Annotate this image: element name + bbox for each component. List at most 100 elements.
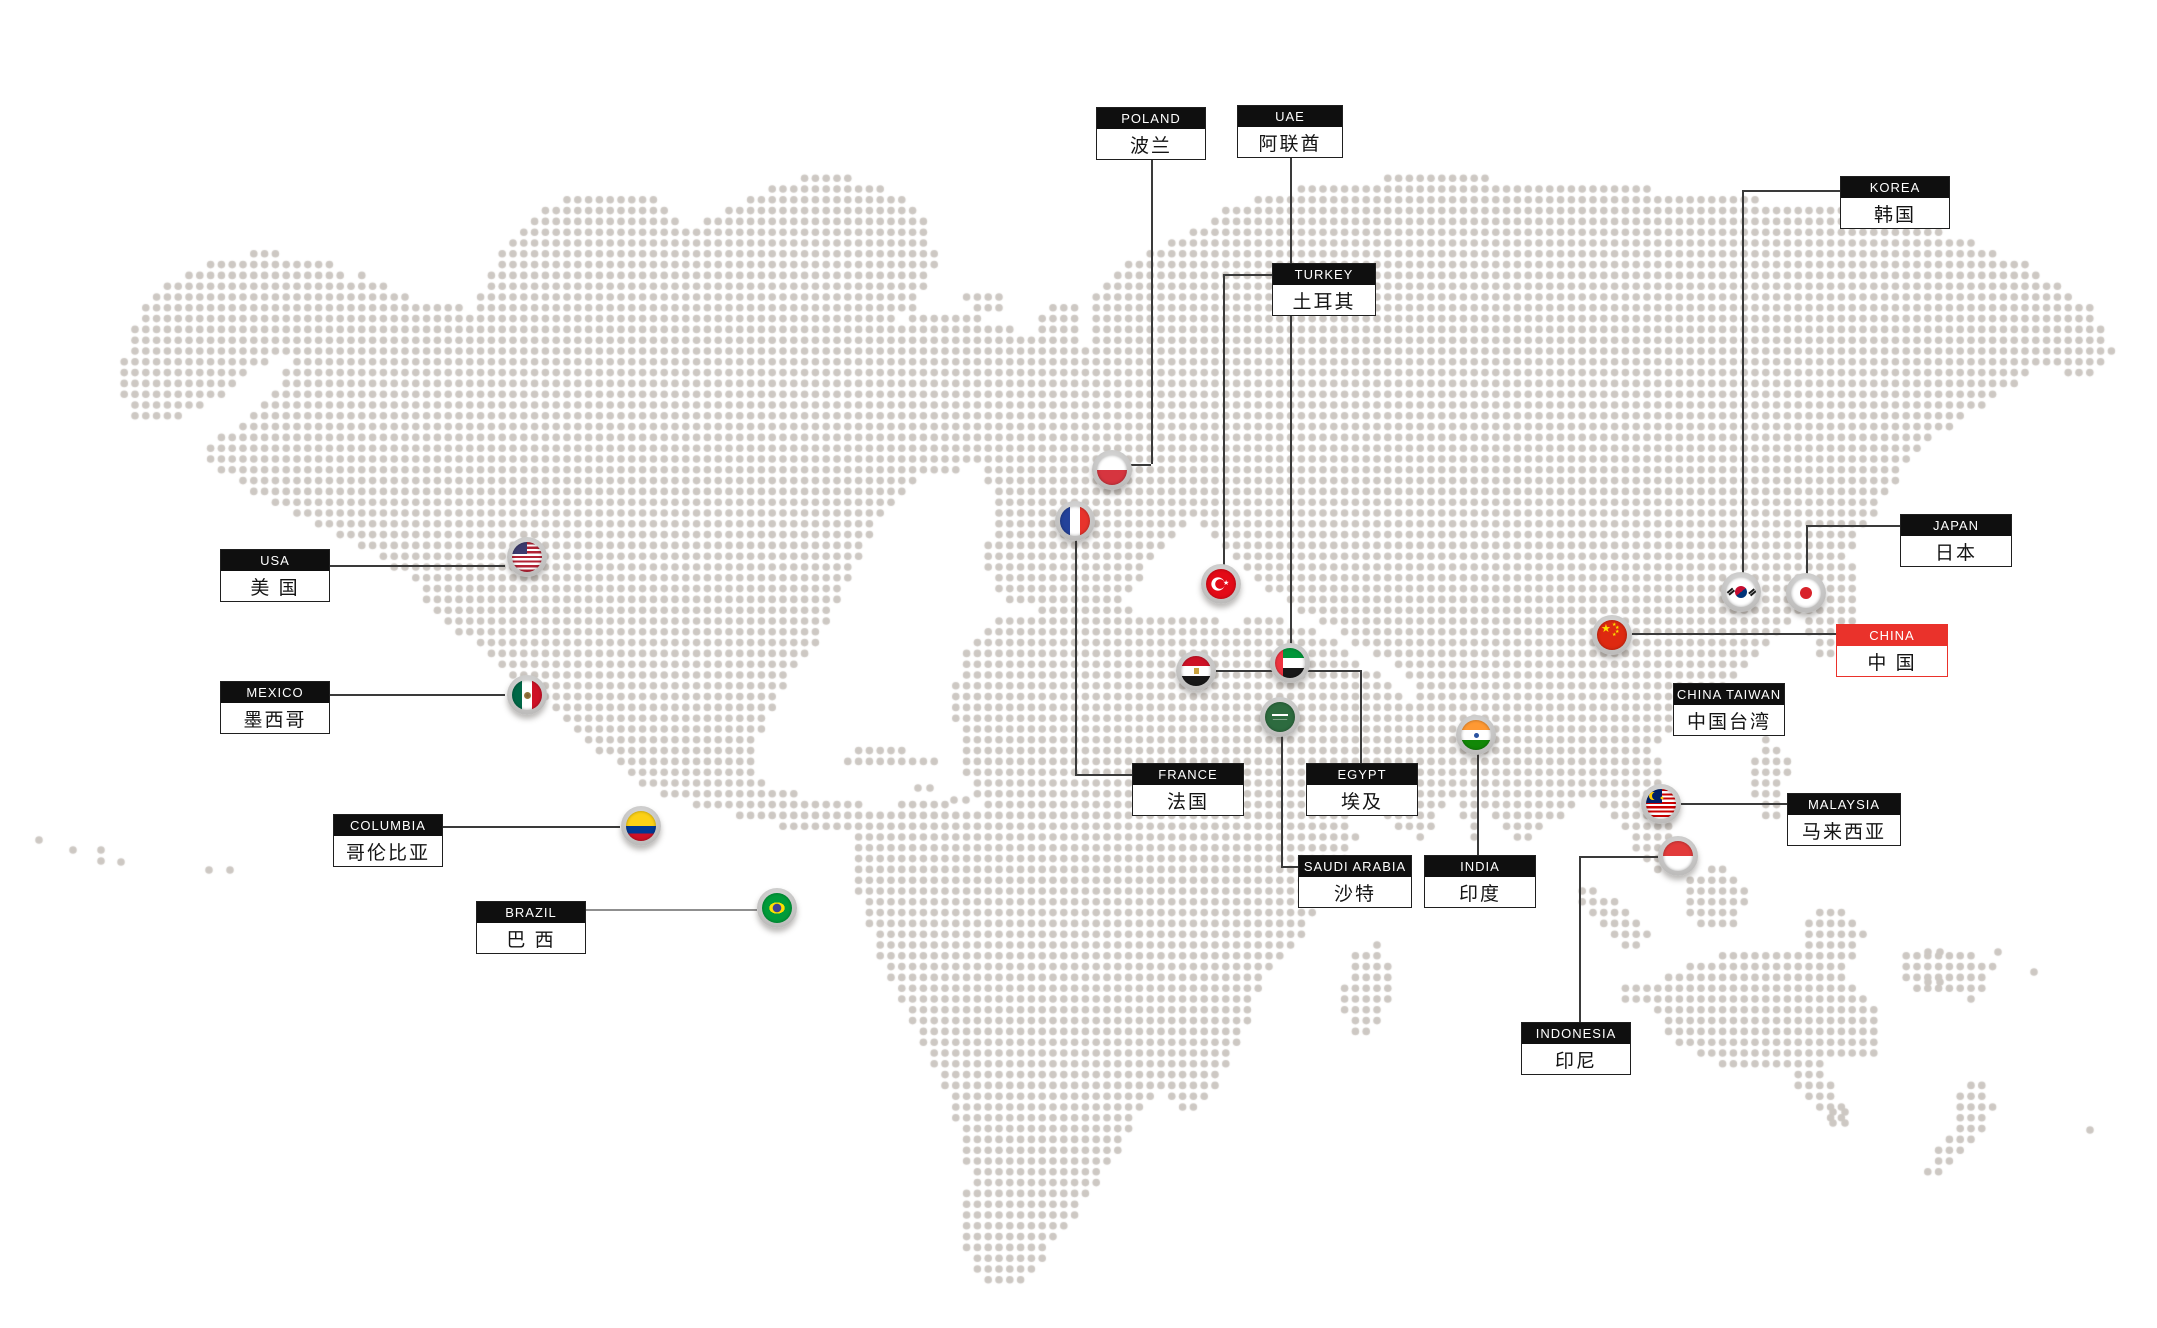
france-flag-icon xyxy=(1060,506,1090,536)
flag-pin-france xyxy=(1055,501,1095,541)
flag-pin-india xyxy=(1456,715,1496,755)
connector-line-japan xyxy=(1806,525,1900,527)
saudi-arabia-flag-icon xyxy=(1265,702,1295,732)
country-name-zh: 埃及 xyxy=(1340,791,1383,813)
brazil-flag-icon xyxy=(762,893,792,923)
flag-pin-usa xyxy=(507,537,547,577)
connector-line-poland xyxy=(1131,464,1151,466)
usa-flag-icon xyxy=(512,542,542,572)
connector-line-brazil xyxy=(586,909,757,911)
country-name-en: UAE xyxy=(1238,106,1342,127)
country-label-columbia: COLUMBIA 哥伦比亚 xyxy=(333,814,443,867)
country-label-turkey: TURKEY 土耳其 xyxy=(1272,263,1376,316)
country-name-en: CHINA TAIWAN xyxy=(1674,684,1784,705)
columbia-flag-icon xyxy=(626,811,656,841)
country-name-zh: 韩国 xyxy=(1873,204,1916,226)
country-name-zh: 巴 西 xyxy=(506,929,556,951)
country-label-china-taiwan: CHINA TAIWAN 中国台湾 xyxy=(1673,683,1785,736)
country-name-en: EGYPT xyxy=(1307,764,1417,785)
flag-pin-columbia xyxy=(621,806,661,846)
egypt-flag-icon xyxy=(1181,656,1211,686)
korea-flag-icon xyxy=(1726,577,1756,607)
connector-line-france xyxy=(1075,539,1077,774)
connector-line-saudi-arabia xyxy=(1281,866,1298,868)
country-label-korea: KOREA 韩国 xyxy=(1840,176,1950,229)
connector-line-indonesia xyxy=(1579,856,1658,858)
connector-line-france xyxy=(1075,774,1132,776)
country-name-zh: 土耳其 xyxy=(1292,291,1356,313)
country-name-zh: 中 国 xyxy=(1867,652,1917,674)
turkey-flag-icon xyxy=(1206,569,1236,599)
country-label-usa: USA 美 国 xyxy=(220,549,330,602)
flag-pin-uae xyxy=(1270,643,1310,683)
country-name-en: CHINA xyxy=(1837,625,1947,646)
connector-line-uae xyxy=(1290,158,1292,646)
country-label-japan: JAPAN 日本 xyxy=(1900,514,2012,567)
country-label-india: INDIA 印度 xyxy=(1424,855,1536,908)
connector-line-saudi-arabia xyxy=(1281,735,1283,866)
country-name-zh: 法国 xyxy=(1166,791,1209,813)
connector-line-mexico xyxy=(330,694,505,696)
country-name-en: TURKEY xyxy=(1273,264,1375,285)
flag-pin-indonesia xyxy=(1658,836,1698,876)
country-label-malaysia: MALAYSIA 马来西亚 xyxy=(1787,793,1901,846)
country-name-en: KOREA xyxy=(1841,177,1949,198)
connector-line-india xyxy=(1477,753,1479,855)
country-label-indonesia: INDONESIA 印尼 xyxy=(1521,1022,1631,1075)
flag-pin-korea xyxy=(1721,572,1761,612)
malaysia-flag-icon xyxy=(1646,789,1676,819)
connector-line-korea xyxy=(1742,190,1744,574)
country-name-zh: 阿联酋 xyxy=(1258,133,1322,155)
flag-pin-egypt xyxy=(1176,651,1216,691)
uae-flag-icon xyxy=(1275,648,1305,678)
connector-line-columbia xyxy=(443,826,620,828)
indonesia-flag-icon xyxy=(1663,841,1693,871)
china-flag-icon xyxy=(1597,620,1627,650)
country-name-en: JAPAN xyxy=(1901,515,2011,536)
country-label-china: CHINA 中 国 xyxy=(1836,624,1948,677)
country-label-saudi-arabia: SAUDI ARABIA 沙特 xyxy=(1298,855,1412,908)
country-label-uae: UAE 阿联酋 xyxy=(1237,105,1343,158)
india-flag-icon xyxy=(1461,720,1491,750)
flag-pin-malaysia xyxy=(1641,784,1681,824)
country-name-en: FRANCE xyxy=(1133,764,1243,785)
connector-line-china xyxy=(1632,633,1836,635)
flag-pin-china xyxy=(1592,615,1632,655)
connector-line-korea xyxy=(1742,190,1840,192)
japan-flag-icon xyxy=(1791,578,1821,608)
flag-pin-brazil xyxy=(757,888,797,928)
country-name-en: INDONESIA xyxy=(1522,1023,1630,1044)
country-name-en: MALAYSIA xyxy=(1788,794,1900,815)
flag-pin-japan xyxy=(1786,573,1826,613)
country-label-egypt: EGYPT 埃及 xyxy=(1306,763,1418,816)
country-name-en: SAUDI ARABIA xyxy=(1299,856,1411,877)
country-label-france: FRANCE 法国 xyxy=(1132,763,1244,816)
country-name-en: COLUMBIA xyxy=(334,815,442,836)
country-name-zh: 印尼 xyxy=(1554,1050,1597,1072)
country-name-zh: 美 国 xyxy=(250,577,300,599)
country-name-en: POLAND xyxy=(1097,108,1205,129)
country-label-mexico: MEXICO 墨西哥 xyxy=(220,681,330,734)
country-name-zh: 墨西哥 xyxy=(243,709,307,731)
connector-line-turkey xyxy=(1223,274,1225,566)
country-name-en: INDIA xyxy=(1425,856,1535,877)
country-name-zh: 沙特 xyxy=(1333,883,1376,905)
connector-line-malaysia xyxy=(1681,803,1787,805)
mexico-flag-icon xyxy=(512,680,542,710)
country-name-zh: 马来西亚 xyxy=(1801,821,1886,843)
country-name-zh: 波兰 xyxy=(1129,135,1172,157)
connector-line-egypt xyxy=(1360,670,1362,763)
connector-line-poland xyxy=(1151,160,1153,464)
flag-pin-turkey xyxy=(1201,564,1241,604)
connector-line-japan xyxy=(1806,525,1808,575)
country-label-brazil: BRAZIL 巴 西 xyxy=(476,901,586,954)
country-name-en: USA xyxy=(221,550,329,571)
country-name-zh: 哥伦比亚 xyxy=(345,842,430,864)
country-name-zh: 日本 xyxy=(1934,542,1977,564)
country-label-poland: POLAND 波兰 xyxy=(1096,107,1206,160)
flag-pin-saudi-arabia xyxy=(1260,697,1300,737)
country-name-en: MEXICO xyxy=(221,682,329,703)
country-name-zh: 中国台湾 xyxy=(1686,711,1771,733)
